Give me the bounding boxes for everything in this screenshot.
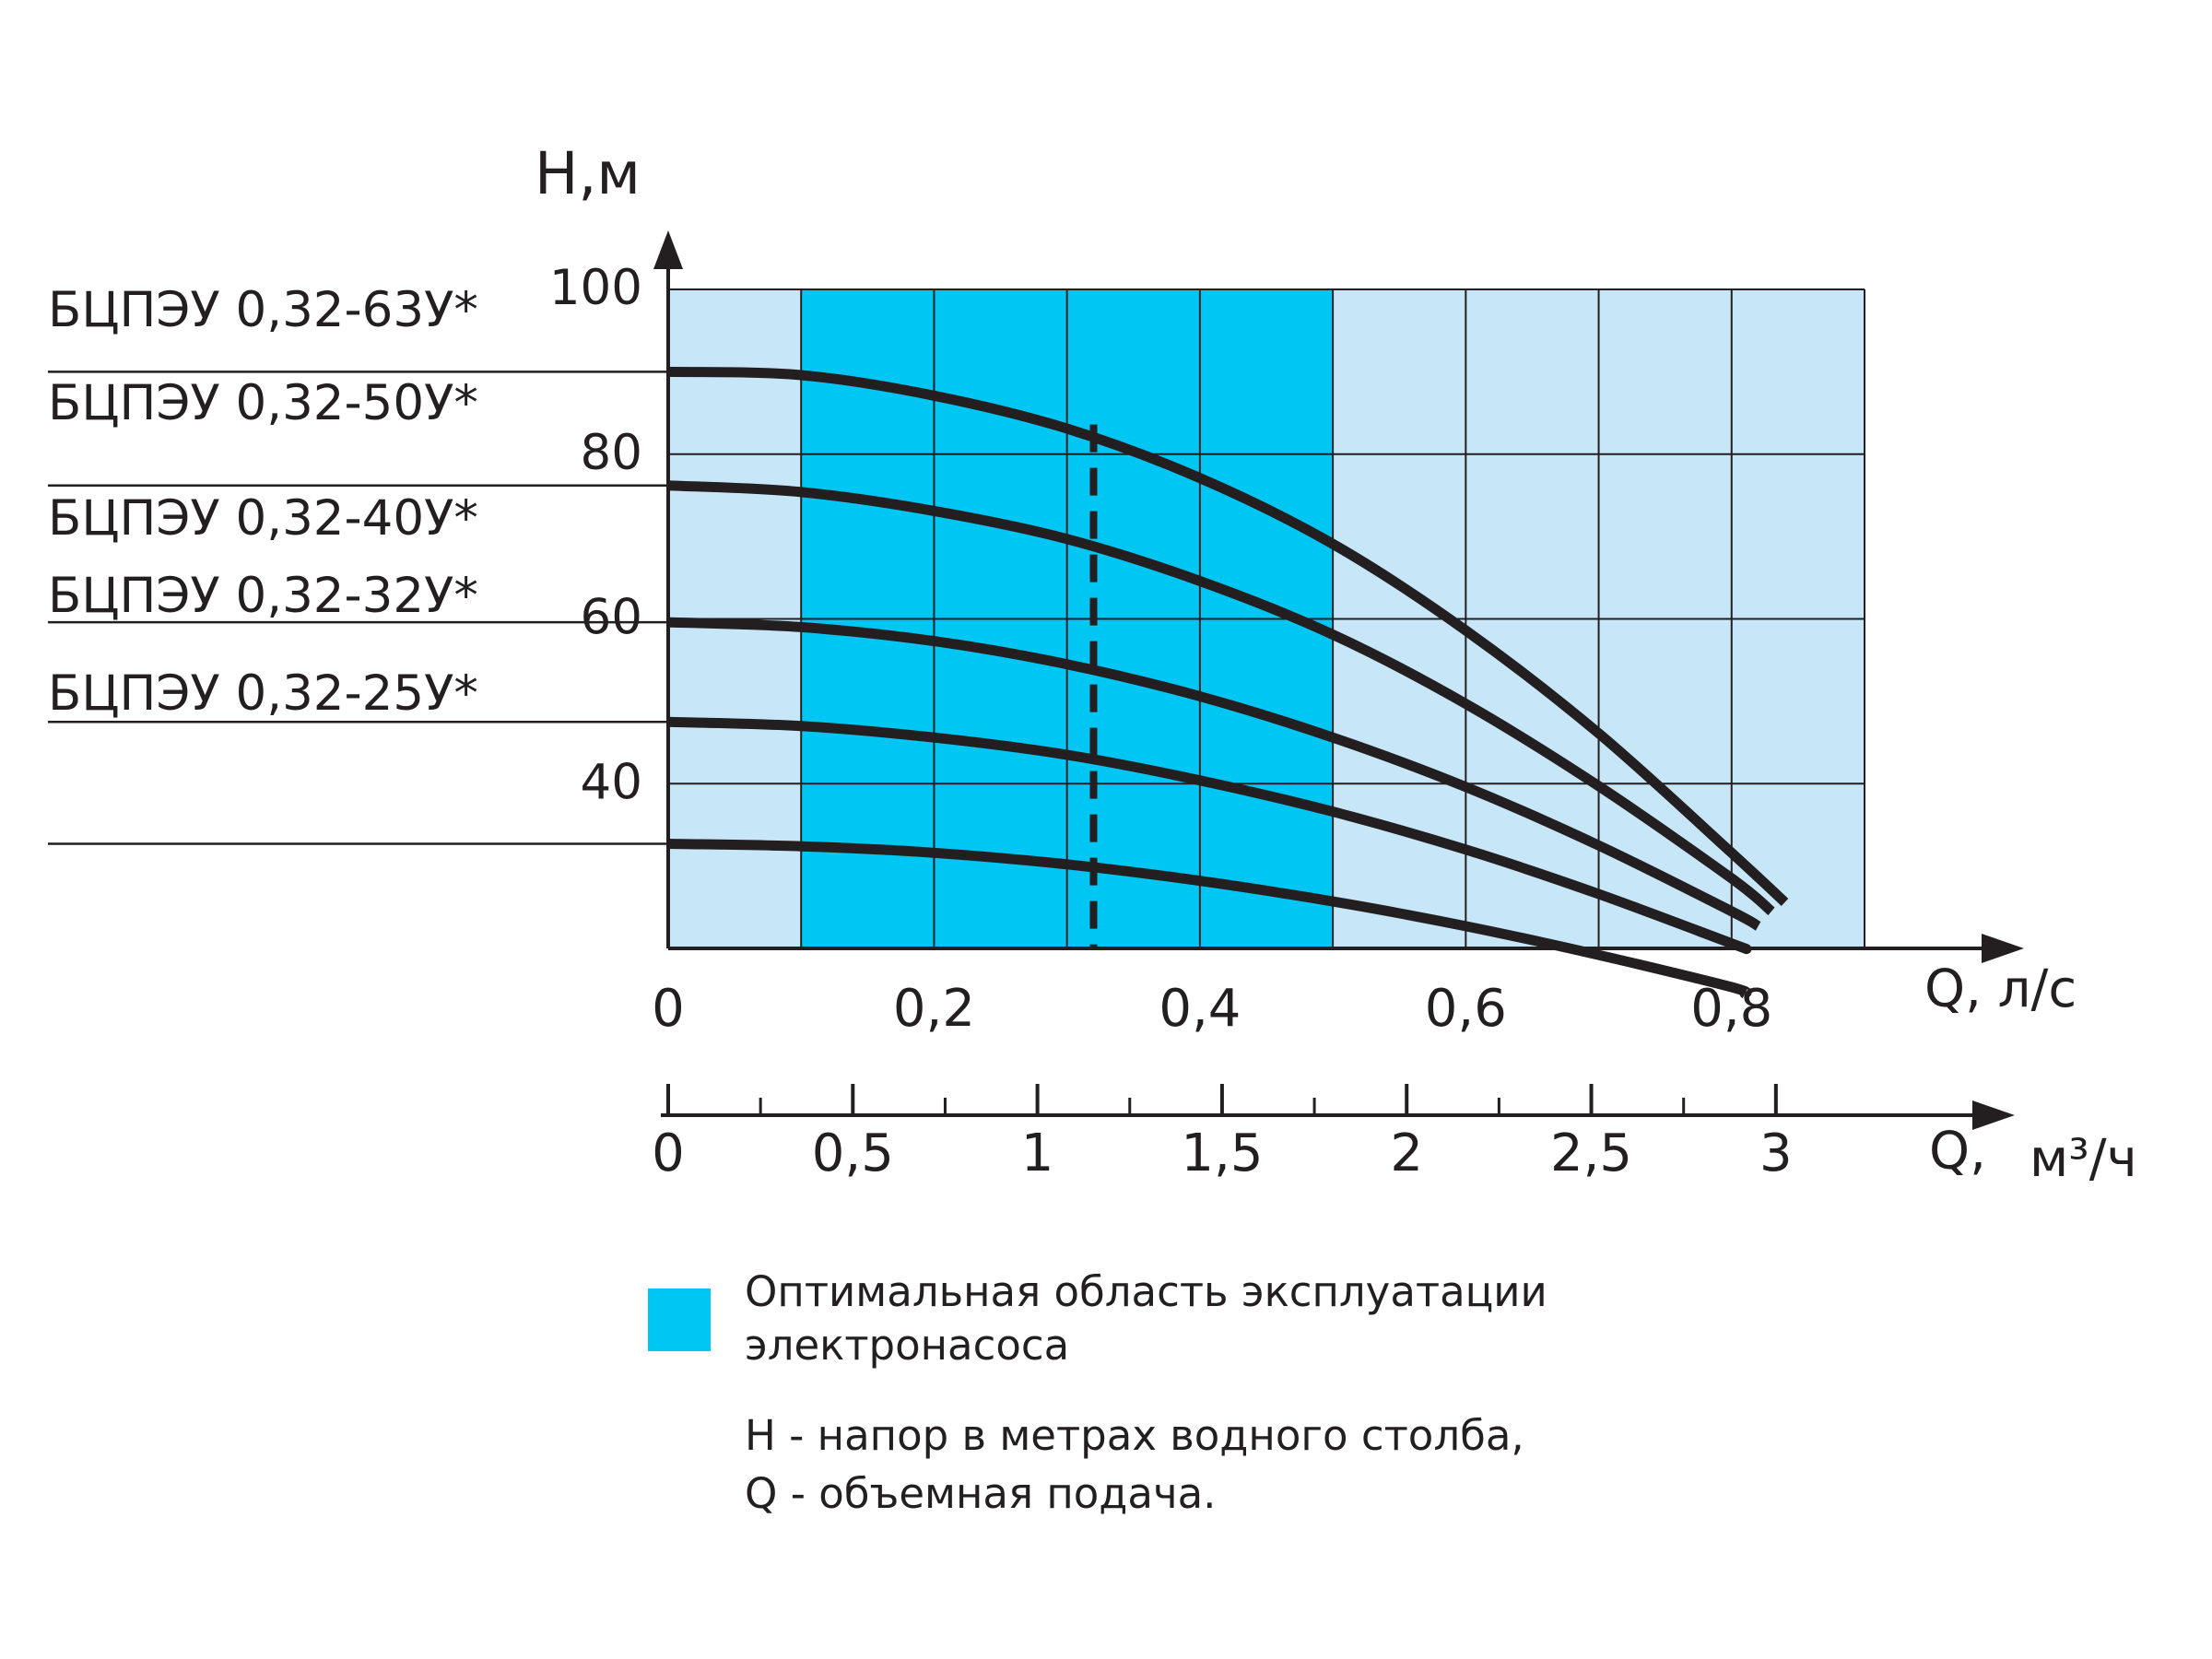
y-tick-label: 100 xyxy=(549,260,642,316)
y-tick-label: 60 xyxy=(581,590,642,646)
performance-curves xyxy=(667,366,1789,999)
x-tick-label-m3h: 3 xyxy=(1759,1124,1793,1183)
x-tick-label-lps: 0,6 xyxy=(1425,979,1507,1039)
model-label: БЦПЭУ 0,32-32У* xyxy=(48,568,478,624)
x-tick-label-lps: 0,4 xyxy=(1159,979,1241,1039)
y-tick-label: 40 xyxy=(581,754,642,810)
x-tick-label-m3h: 0,5 xyxy=(812,1124,894,1183)
model-label: БЦПЭУ 0,32-40У* xyxy=(48,490,478,547)
model-label: БЦПЭУ 0,32-50У* xyxy=(48,375,478,431)
performance-curve xyxy=(667,716,1752,955)
model-leader-lines xyxy=(48,371,668,845)
secondary-axis-arrow xyxy=(1972,1100,2015,1130)
x-tick-labels-m3h: 0 0,5 1 1,5 2 2,5 3 xyxy=(652,1124,1792,1183)
performance-curve xyxy=(667,617,1761,931)
y-tick-label: 80 xyxy=(581,425,642,481)
x-axis-unit-lps: Q, л/с xyxy=(1924,959,2077,1019)
x-tick-label-m3h: 1,5 xyxy=(1181,1124,1263,1183)
x-tick-label-lps: 0,2 xyxy=(893,979,975,1039)
x-axis-unit-prefix-m3h: Q, xyxy=(1929,1122,1986,1182)
legend-note-line1: Н - напор в метрах водного столба, xyxy=(745,1411,1524,1460)
x-tick-labels-lps: 0 0,2 0,4 0,6 0,8 xyxy=(652,979,1772,1039)
x-tick-label-lps: 0 xyxy=(652,979,685,1039)
legend-optimal-line2: электронасоса xyxy=(745,1321,1070,1370)
x-tick-label-m3h: 0 xyxy=(652,1124,685,1183)
y-tick-labels: 40 60 80 100 xyxy=(549,260,642,810)
legend-optimal-line1: Оптимальная область эксплуатации xyxy=(745,1267,1547,1316)
performance-curve xyxy=(667,480,1775,916)
x-tick-label-m3h: 1 xyxy=(1021,1124,1054,1183)
performance-curve xyxy=(667,839,1752,999)
y-axis-arrow xyxy=(653,230,683,269)
model-labels: БЦПЭУ 0,32-63У* БЦПЭУ 0,32-50У* БЦПЭУ 0,32… xyxy=(48,282,478,722)
model-label: БЦПЭУ 0,32-63У* xyxy=(48,282,478,338)
legend-note-line2: Q - объемная подача. xyxy=(745,1469,1217,1518)
x-tick-label-m3h: 2,5 xyxy=(1550,1124,1632,1183)
x-axis-unit-m3h: м³/ч xyxy=(2030,1129,2137,1189)
model-label: БЦПЭУ 0,32-25У* xyxy=(48,665,478,722)
performance-curve xyxy=(667,366,1789,907)
x-axis-arrow xyxy=(1982,934,2024,963)
y-axis-label: H,м xyxy=(535,140,641,207)
optimal-region-legend-swatch xyxy=(648,1288,711,1351)
x-tick-label-m3h: 2 xyxy=(1390,1124,1423,1183)
x-tick-label-lps: 0,8 xyxy=(1690,979,1772,1039)
axes xyxy=(653,230,2024,1130)
